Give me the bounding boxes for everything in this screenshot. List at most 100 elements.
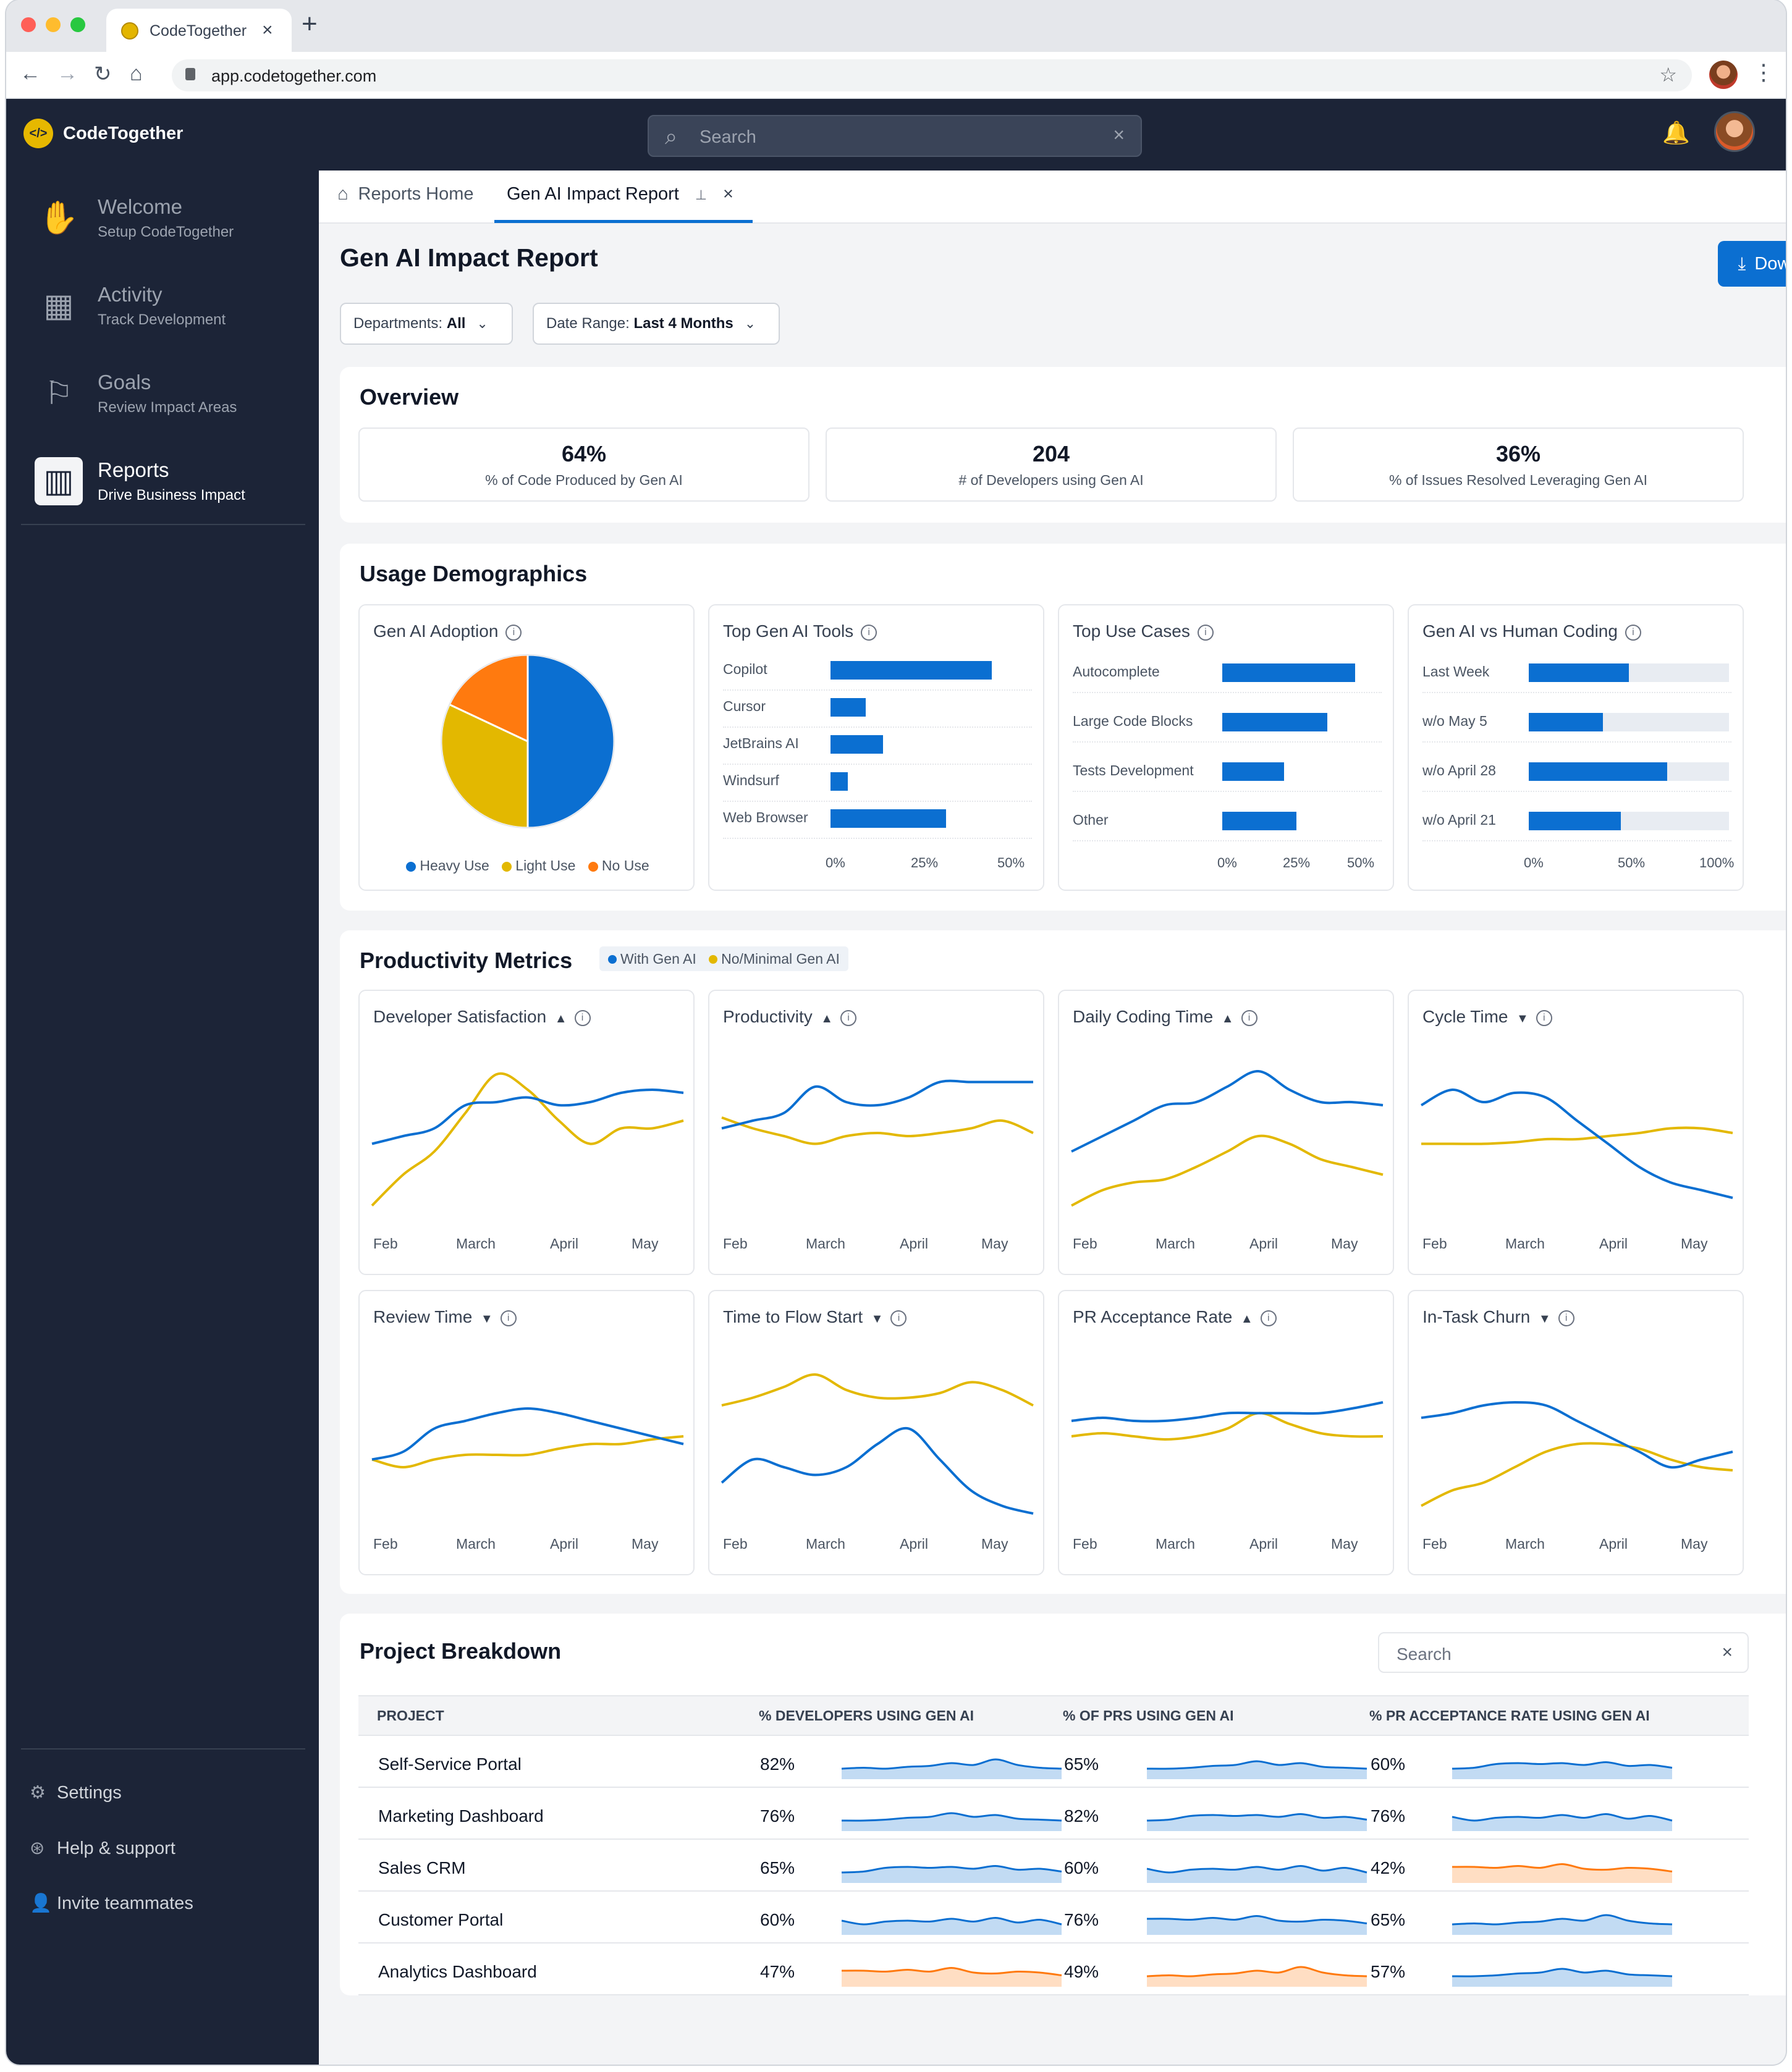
info-icon[interactable]: i xyxy=(505,624,522,641)
chevron-down-icon: ⌄ xyxy=(476,316,488,331)
metric-card-time-to-flow-start[interactable]: Time to Flow Start ▼ i Feb March April May xyxy=(708,1290,1044,1575)
new-tab-icon[interactable]: + xyxy=(302,9,318,39)
pie-outline xyxy=(441,654,615,828)
bar[interactable] xyxy=(830,661,992,680)
bar[interactable] xyxy=(830,772,848,791)
legend-dot xyxy=(588,861,598,872)
table-row[interactable]: Sales CRM 65% 60% 42% xyxy=(358,1840,1749,1892)
metric-card-review-time[interactable]: Review Time ▼ i Feb March April May xyxy=(358,1290,695,1575)
info-icon[interactable]: i xyxy=(1197,624,1214,641)
browser-profile-avatar[interactable] xyxy=(1709,61,1738,89)
sidebar-item-title: Welcome xyxy=(98,195,182,218)
sidebar-item-activity[interactable]: ▦ Activity Track Development xyxy=(27,271,305,339)
bar[interactable] xyxy=(830,735,884,754)
close-tab-icon[interactable]: × xyxy=(262,20,273,40)
table-row[interactable]: Customer Portal 60% 76% 65% xyxy=(358,1892,1749,1944)
bar[interactable] xyxy=(1529,812,1621,830)
column-header-developers[interactable]: % DEVELOPERS USING GEN AI xyxy=(759,1708,974,1724)
column-header-prs[interactable]: % OF PRS USING GEN AI xyxy=(1063,1708,1234,1724)
project-name[interactable]: Customer Portal xyxy=(378,1910,504,1929)
info-icon[interactable]: i xyxy=(1536,1009,1552,1026)
month-label: May xyxy=(632,1236,659,1252)
sparkline xyxy=(841,1758,1062,1779)
column-header-project[interactable]: PROJECT xyxy=(377,1708,444,1724)
bar[interactable] xyxy=(1529,762,1667,781)
close-tab-icon[interactable]: × xyxy=(723,184,733,204)
bar[interactable] xyxy=(1529,713,1603,731)
metric-title-text: Developer Satisfaction xyxy=(373,1007,547,1026)
maximize-window-button[interactable] xyxy=(70,17,85,32)
sparkline-line xyxy=(1452,1813,1673,1822)
table-row[interactable]: Marketing Dashboard 76% 82% 76% xyxy=(358,1788,1749,1840)
project-name[interactable]: Self-Service Portal xyxy=(378,1754,522,1774)
notification-bell-icon[interactable]: 🔔 xyxy=(1662,120,1690,145)
download-pdf-button[interactable]: ⤓ Download PDF Report xyxy=(1718,241,1786,287)
month-label: March xyxy=(1156,1536,1195,1552)
url-field[interactable]: app.codetogether.com ☆ xyxy=(172,59,1692,91)
sparkline xyxy=(841,1812,1062,1831)
sidebar-settings[interactable]: ⚙ Settings xyxy=(30,1782,122,1803)
sidebar-invite[interactable]: 👤 Invite teammates xyxy=(30,1893,193,1914)
browser-tab[interactable]: CodeTogether × xyxy=(106,9,292,52)
global-search-input[interactable]: ⌕ Search × xyxy=(648,115,1142,157)
info-icon[interactable]: i xyxy=(1558,1310,1574,1326)
metric-card-daily-coding-time[interactable]: Daily Coding Time ▲ i Feb March April May xyxy=(1058,990,1394,1275)
bar[interactable] xyxy=(1222,713,1327,731)
percent-value: 76% xyxy=(1371,1806,1406,1826)
browser-menu-icon[interactable]: ⋮ xyxy=(1752,59,1775,85)
info-icon[interactable]: i xyxy=(574,1009,591,1026)
user-avatar[interactable] xyxy=(1714,111,1755,152)
pin-icon[interactable]: ⊥ xyxy=(695,187,708,203)
sidebar-help[interactable]: ⊛ Help & support xyxy=(30,1837,175,1859)
minimize-window-button[interactable] xyxy=(46,17,61,32)
bar[interactable] xyxy=(1222,812,1296,830)
sparkline-line xyxy=(1146,1914,1367,1924)
home-icon[interactable]: ⌂ xyxy=(130,62,143,85)
metric-card-in-task-churn[interactable]: In-Task Churn ▼ i Feb March April May xyxy=(1408,1290,1744,1575)
sidebar-item-goals[interactable]: ⚐ Goals Review Impact Areas xyxy=(27,358,305,426)
project-search-input[interactable]: Search × xyxy=(1378,1632,1749,1673)
bar-row: JetBrains AI xyxy=(723,726,1032,765)
bar[interactable] xyxy=(1222,762,1284,781)
departments-filter[interactable]: Departments: All ⌄ xyxy=(340,303,513,345)
sparkline-line xyxy=(841,1916,1062,1926)
percent-value: 60% xyxy=(1064,1858,1099,1877)
tick-label: 0% xyxy=(1217,855,1237,870)
close-window-button[interactable] xyxy=(21,17,36,32)
info-icon[interactable]: i xyxy=(1625,624,1641,641)
bar[interactable] xyxy=(830,698,866,717)
reload-icon[interactable]: ↻ xyxy=(94,62,112,86)
clear-search-icon[interactable]: × xyxy=(1722,1642,1733,1662)
pie-slice-heavy-use[interactable] xyxy=(526,654,615,829)
tab-reports-home[interactable]: ⌂ Reports Home xyxy=(337,184,474,204)
metric-card-cycle-time[interactable]: Cycle Time ▼ i Feb March April May xyxy=(1408,990,1744,1275)
project-name[interactable]: Marketing Dashboard xyxy=(378,1806,544,1826)
sidebar-item-welcome[interactable]: ✋ Welcome Setup CodeTogether xyxy=(27,183,305,251)
table-row[interactable]: Self-Service Portal 82% 65% 60% xyxy=(358,1736,1749,1788)
info-icon[interactable]: i xyxy=(890,1310,907,1326)
month-label: May xyxy=(981,1536,1008,1552)
column-header-acceptance[interactable]: % PR ACCEPTANCE RATE USING GEN AI xyxy=(1369,1708,1650,1724)
project-name[interactable]: Sales CRM xyxy=(378,1858,466,1877)
date-range-filter[interactable]: Date Range: Last 4 Months ⌄ xyxy=(533,303,780,345)
forward-icon[interactable]: → xyxy=(57,62,78,85)
project-name[interactable]: Analytics Dashboard xyxy=(378,1962,537,1981)
sidebar-item-reports[interactable]: ▥ Reports Drive Business Impact xyxy=(27,446,305,514)
info-icon[interactable]: i xyxy=(840,1009,857,1026)
info-icon[interactable]: i xyxy=(500,1310,517,1326)
bar[interactable] xyxy=(1222,663,1355,682)
metric-card-pr-acceptance-rate[interactable]: PR Acceptance Rate ▲ i Feb March April May xyxy=(1058,1290,1394,1575)
bar[interactable] xyxy=(830,809,947,828)
clear-search-icon[interactable]: × xyxy=(1113,124,1125,146)
metric-card-productivity[interactable]: Productivity ▲ i Feb March April May xyxy=(708,990,1044,1275)
bar[interactable] xyxy=(1529,663,1629,682)
table-row[interactable]: Analytics Dashboard 47% 49% 57% xyxy=(358,1944,1749,1995)
info-icon[interactable]: i xyxy=(1241,1009,1257,1026)
sparkline-line xyxy=(1146,1966,1367,1977)
back-icon[interactable]: ← xyxy=(20,62,41,85)
metric-card-developer-satisfaction[interactable]: Developer Satisfaction ▲ i Feb March April Ma… xyxy=(358,990,695,1275)
info-icon[interactable]: i xyxy=(1260,1310,1277,1326)
info-icon[interactable]: i xyxy=(861,624,877,641)
tab-gen-ai-report[interactable]: Gen AI Impact Report ⊥ × xyxy=(507,184,733,204)
bookmark-star-icon[interactable]: ☆ xyxy=(1659,64,1677,86)
